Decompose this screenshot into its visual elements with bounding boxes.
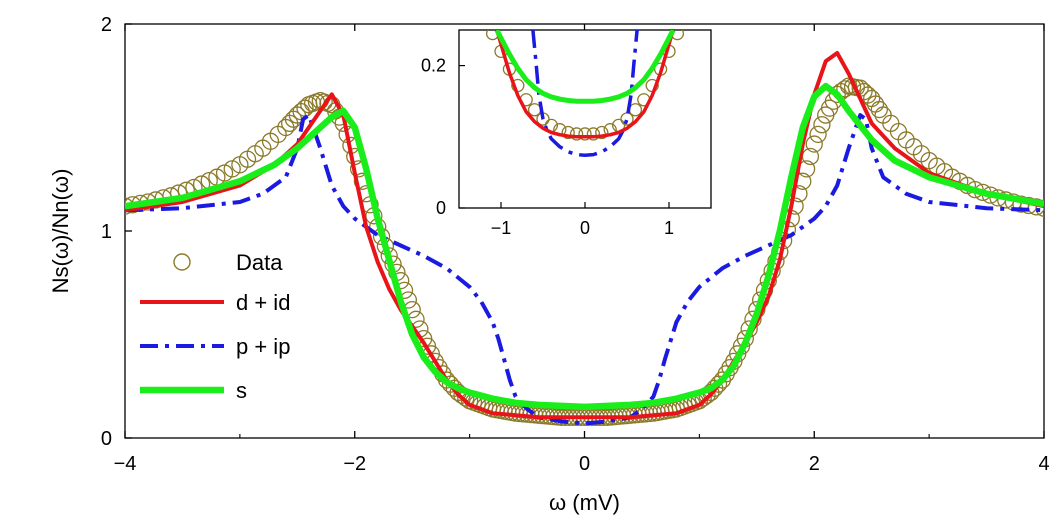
legend-item: s [140, 378, 247, 403]
inset-data-point [561, 125, 575, 140]
series-line-s [125, 82, 1044, 411]
inset-data-point [569, 127, 584, 141]
data-point [870, 100, 888, 119]
y-tick-label: 0 [101, 428, 112, 450]
inset-series-line-d-id [495, 30, 675, 139]
x-tick-label: 0 [579, 453, 590, 475]
legend-label: p + ip [236, 334, 290, 359]
data-point [813, 116, 831, 134]
inset-series-line-p-ip [531, 30, 639, 158]
inset-x-tick-label: −1 [491, 218, 512, 238]
legend-item: p + ip [140, 334, 290, 359]
x-tick-label: 4 [1038, 453, 1049, 475]
inset-y-tick-label: 0.2 [421, 56, 446, 76]
inset-x-tick-label: 0 [580, 218, 590, 238]
x-axis-title: ω (mV) [549, 490, 620, 515]
inset-x-axis: −1 0 1 [491, 202, 674, 238]
series-line-p-ip [125, 113, 1044, 426]
y-axis: 0 1 2 [101, 14, 132, 450]
x-tick-label: −2 [343, 453, 366, 475]
legend-marker [173, 253, 191, 271]
inset-x-tick-label: 1 [664, 218, 674, 238]
data-point [1027, 198, 1044, 216]
data-point [809, 125, 827, 144]
inset-chart: −1 0 1 00.2 [421, 29, 712, 238]
inset-data-point [595, 125, 609, 140]
y-axis-title: Ns(ω)/Nn(ω) [48, 169, 73, 294]
legend: Data d + id p + ip s [140, 250, 290, 403]
legend-label: Data [236, 250, 283, 275]
series-line-d-id [125, 51, 1044, 420]
legend-label: d + id [236, 290, 290, 315]
data-point [836, 80, 854, 98]
y-tick-label: 1 [101, 221, 112, 243]
inset-frame [458, 29, 712, 209]
legend-label: s [236, 378, 247, 403]
inset-data-point [586, 127, 601, 141]
x-tick-label: −4 [114, 453, 137, 475]
x-axis: −4 −2 0 2 4 [114, 24, 1050, 475]
y-tick-label: 2 [101, 14, 112, 36]
legend-item: Data [173, 250, 283, 275]
x-tick-label: 2 [809, 453, 820, 475]
data-point [1035, 199, 1044, 217]
data-point [805, 135, 823, 153]
inset-y-tick-label: 0 [436, 198, 446, 218]
inset-data-point [578, 127, 592, 141]
inset-series-group [485, 30, 685, 158]
legend-item: d + id [140, 290, 290, 315]
inset-series-line-s [494, 30, 676, 104]
main-series-group [125, 51, 1044, 426]
inset-y-axis: 00.2 [421, 56, 465, 218]
